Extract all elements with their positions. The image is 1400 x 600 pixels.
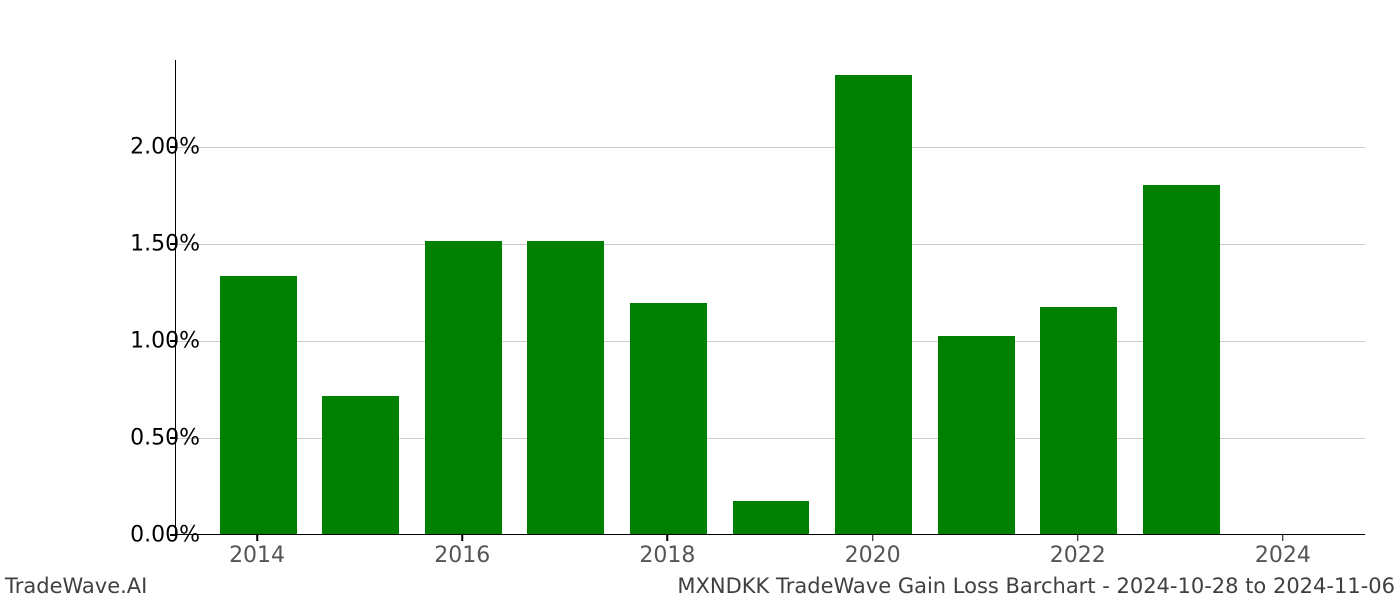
gridline bbox=[176, 147, 1365, 148]
bar-chart bbox=[175, 60, 1365, 535]
footer-left-text: TradeWave.AI bbox=[5, 574, 147, 598]
bar-2020 bbox=[835, 75, 912, 534]
x-tick-mark bbox=[872, 535, 874, 541]
x-tick-label: 2018 bbox=[639, 543, 695, 568]
x-tick-label: 2022 bbox=[1050, 543, 1106, 568]
bar-2015 bbox=[322, 396, 399, 534]
y-tick-label: 0.00% bbox=[110, 523, 200, 548]
y-tick-label: 0.50% bbox=[110, 426, 200, 451]
x-tick-mark bbox=[667, 535, 669, 541]
y-tick-label: 1.00% bbox=[110, 329, 200, 354]
x-tick-label: 2014 bbox=[229, 543, 285, 568]
x-tick-label: 2020 bbox=[845, 543, 901, 568]
plot-area bbox=[175, 60, 1365, 535]
bar-2017 bbox=[527, 241, 604, 534]
y-tick-label: 1.50% bbox=[110, 232, 200, 257]
x-tick-mark bbox=[461, 535, 463, 541]
bar-2022 bbox=[1040, 307, 1117, 534]
bar-2014 bbox=[220, 276, 297, 534]
bar-2021 bbox=[938, 336, 1015, 534]
x-tick-label: 2016 bbox=[434, 543, 490, 568]
bar-2018 bbox=[630, 303, 707, 534]
x-tick-label: 2024 bbox=[1255, 543, 1311, 568]
bar-2023 bbox=[1143, 185, 1220, 534]
x-tick-mark bbox=[1282, 535, 1284, 541]
footer-right-text: MXNDKK TradeWave Gain Loss Barchart - 20… bbox=[677, 574, 1395, 598]
bar-2016 bbox=[425, 241, 502, 534]
x-tick-mark bbox=[1077, 535, 1079, 541]
x-tick-mark bbox=[256, 535, 258, 541]
bar-2019 bbox=[733, 501, 810, 534]
y-tick-label: 2.00% bbox=[110, 135, 200, 160]
